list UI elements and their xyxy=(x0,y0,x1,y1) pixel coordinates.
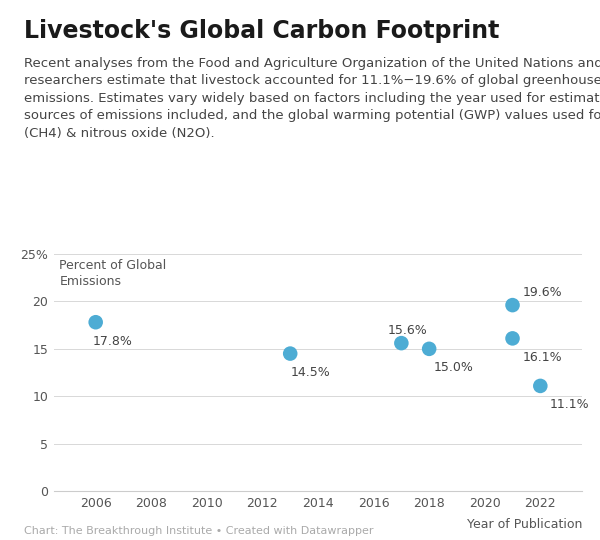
Text: Livestock's Global Carbon Footprint: Livestock's Global Carbon Footprint xyxy=(24,19,499,43)
Text: Chart: The Breakthrough Institute • Created with Datawrapper: Chart: The Breakthrough Institute • Crea… xyxy=(24,525,373,536)
Point xyxy=(286,349,295,358)
Text: 16.1%: 16.1% xyxy=(522,351,562,364)
Point xyxy=(91,318,100,327)
Point xyxy=(508,301,517,309)
Text: 15.6%: 15.6% xyxy=(388,325,427,338)
Point xyxy=(424,345,434,353)
Text: Percent of Global
Emissions: Percent of Global Emissions xyxy=(59,259,167,288)
Text: 19.6%: 19.6% xyxy=(522,286,562,299)
Point xyxy=(536,382,545,390)
Point xyxy=(397,339,406,347)
Point xyxy=(508,334,517,343)
Text: 14.5%: 14.5% xyxy=(290,366,330,379)
Text: Recent analyses from the Food and Agriculture Organization of the United Nations: Recent analyses from the Food and Agricu… xyxy=(24,57,600,140)
X-axis label: Year of Publication: Year of Publication xyxy=(467,518,582,531)
Text: 17.8%: 17.8% xyxy=(93,335,133,348)
Text: 15.0%: 15.0% xyxy=(433,361,473,374)
Text: 11.1%: 11.1% xyxy=(550,399,590,411)
